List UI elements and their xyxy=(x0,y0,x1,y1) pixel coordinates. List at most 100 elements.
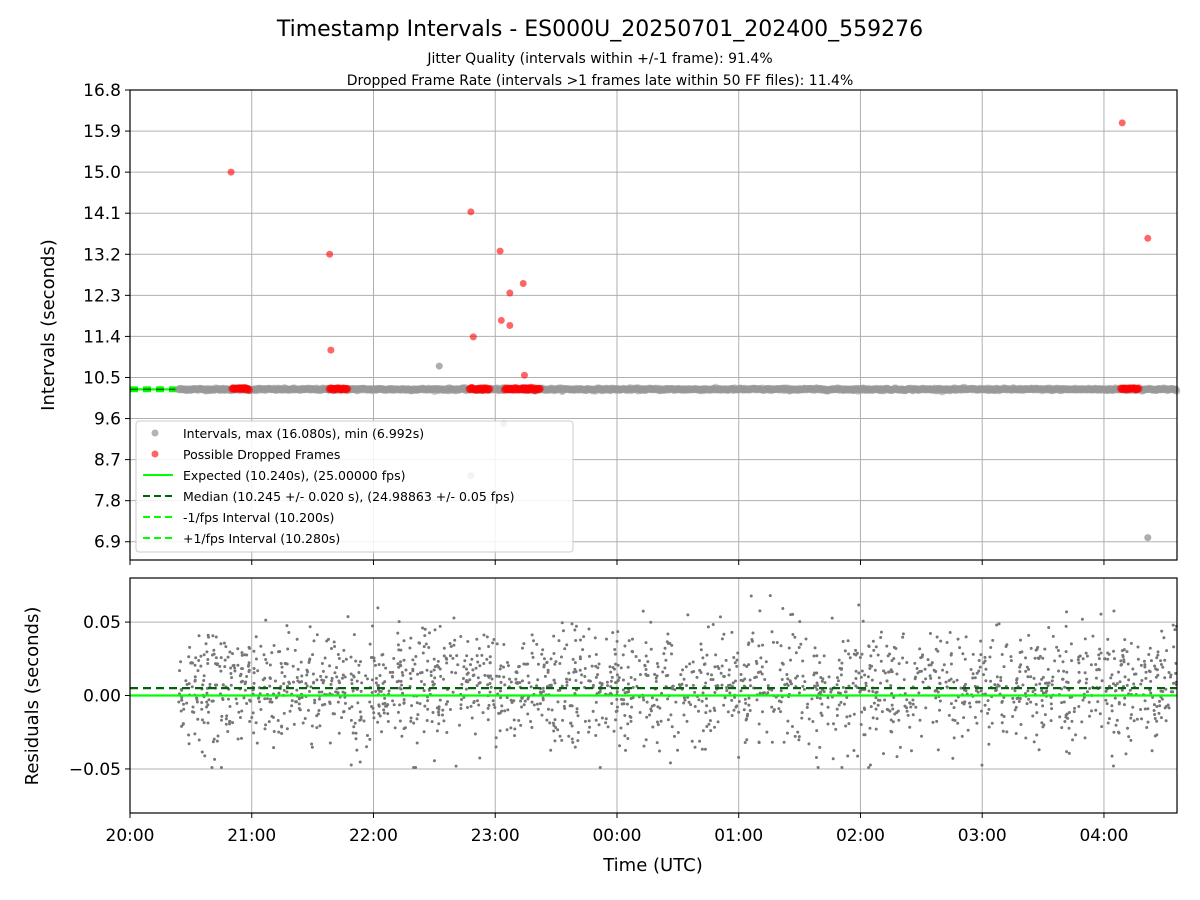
residual-point xyxy=(498,667,502,671)
residual-point xyxy=(892,645,896,649)
residual-point xyxy=(927,663,931,667)
residual-point xyxy=(885,679,889,683)
residual-point xyxy=(768,594,772,598)
residual-point xyxy=(370,690,374,694)
residual-point xyxy=(402,658,406,662)
residual-point xyxy=(926,658,930,662)
residual-point xyxy=(202,674,206,678)
residual-point xyxy=(356,701,360,705)
residual-point xyxy=(1149,679,1153,683)
residual-point xyxy=(1041,725,1045,729)
residual-point xyxy=(924,706,928,710)
residual-point xyxy=(815,696,819,700)
residual-point xyxy=(1139,707,1143,711)
residual-point xyxy=(500,704,504,708)
residual-point xyxy=(1097,657,1101,661)
legend-marker-dropped xyxy=(151,450,159,458)
residual-point xyxy=(280,731,284,735)
residual-point xyxy=(1152,709,1156,713)
residual-point xyxy=(542,657,546,661)
residual-point xyxy=(1040,698,1044,702)
residual-point xyxy=(350,682,354,686)
residual-point xyxy=(630,649,634,653)
residual-point xyxy=(651,725,655,729)
residual-point xyxy=(1055,645,1059,649)
residual-point xyxy=(1035,733,1039,737)
residual-point xyxy=(931,720,935,724)
residual-point xyxy=(951,718,955,722)
residual-point xyxy=(588,679,592,683)
dropped-frame-point xyxy=(1118,119,1126,127)
residual-point xyxy=(556,728,560,732)
residual-point xyxy=(374,681,378,685)
residual-point xyxy=(1049,702,1053,706)
residual-point xyxy=(1064,713,1068,717)
residual-point xyxy=(1077,670,1081,674)
residual-point xyxy=(576,714,580,718)
residual-point xyxy=(276,719,280,723)
residual-point xyxy=(879,630,883,634)
residual-point xyxy=(999,679,1003,683)
residual-point xyxy=(672,734,676,738)
residual-point xyxy=(312,680,316,684)
residual-point xyxy=(245,675,249,679)
residual-point xyxy=(565,677,569,681)
residual-point xyxy=(435,706,439,710)
residual-point xyxy=(1043,647,1047,651)
residual-point xyxy=(396,710,400,714)
residual-point xyxy=(801,674,805,678)
residual-point xyxy=(536,678,540,682)
residual-point xyxy=(397,679,401,683)
residual-point xyxy=(255,741,259,745)
residual-point xyxy=(720,664,724,668)
residual-point xyxy=(760,665,764,669)
dropped-frame-point xyxy=(519,279,527,287)
residual-point xyxy=(1018,638,1022,642)
residual-point xyxy=(215,683,219,687)
bottom-x-tick-label: 03:00 xyxy=(958,826,1007,846)
residual-point xyxy=(982,673,986,677)
residual-point xyxy=(477,703,481,707)
residual-point xyxy=(1000,713,1004,717)
residual-point xyxy=(350,678,354,682)
residual-point xyxy=(854,648,858,652)
residual-point xyxy=(880,710,884,714)
residual-point xyxy=(333,644,337,648)
residual-point xyxy=(358,718,362,722)
residual-point xyxy=(523,699,527,703)
residual-point xyxy=(263,697,267,701)
residual-point xyxy=(332,640,336,644)
residual-point xyxy=(378,714,382,718)
residual-point xyxy=(1157,711,1161,715)
residual-point xyxy=(594,652,598,656)
residual-point xyxy=(530,633,534,637)
residual-point xyxy=(893,712,897,716)
residual-point xyxy=(860,710,864,714)
residual-point xyxy=(187,742,191,746)
residual-point xyxy=(1112,730,1116,734)
residual-point xyxy=(901,635,905,639)
residual-point xyxy=(422,689,426,693)
residual-point xyxy=(486,683,490,687)
residual-point xyxy=(451,690,455,694)
residual-point xyxy=(513,734,517,738)
residual-point xyxy=(546,670,550,674)
residual-point xyxy=(412,721,416,725)
residual-point xyxy=(903,692,907,696)
residual-point xyxy=(805,705,809,709)
residual-point xyxy=(239,736,243,740)
bottom-x-tick-label: 21:00 xyxy=(227,826,276,846)
residual-point xyxy=(653,672,657,676)
residual-point xyxy=(225,714,229,718)
residual-point xyxy=(1050,707,1054,711)
residual-point xyxy=(185,682,189,686)
residual-point xyxy=(509,698,513,702)
residual-point xyxy=(797,735,801,739)
dropped-frame-point xyxy=(227,168,235,176)
residual-point xyxy=(666,641,670,645)
residual-point xyxy=(224,717,228,721)
residual-point xyxy=(487,644,491,648)
residual-point xyxy=(1070,659,1074,663)
residual-point xyxy=(248,719,252,723)
residual-point xyxy=(477,690,481,694)
